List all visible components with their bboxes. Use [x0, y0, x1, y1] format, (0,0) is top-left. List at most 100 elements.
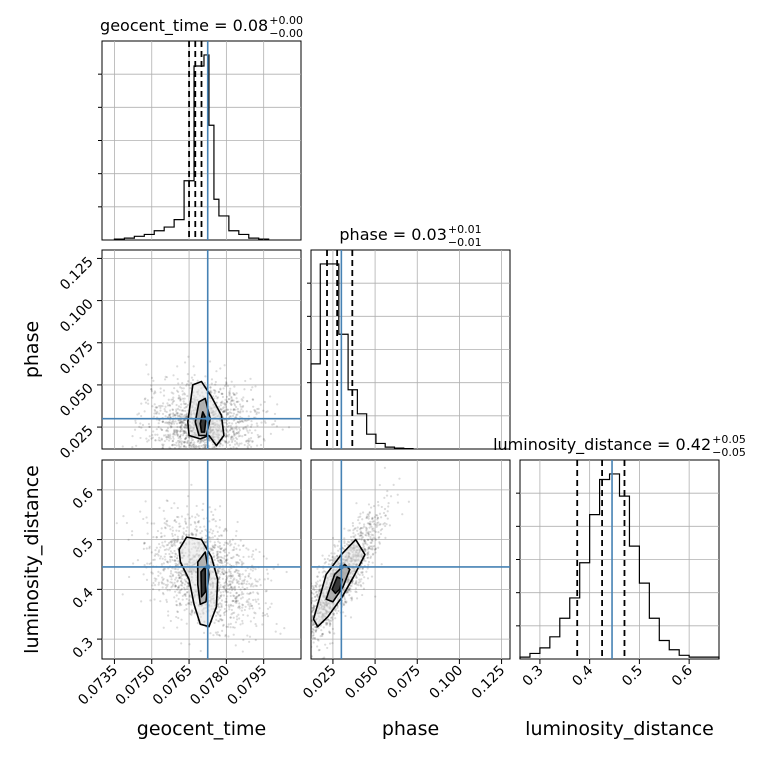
sample-point: [153, 584, 157, 587]
sample-point: [176, 429, 180, 433]
sample-point: [174, 559, 177, 562]
sample-point: [191, 601, 194, 604]
sample-point: [163, 567, 167, 570]
sample-point: [238, 605, 241, 608]
sample-point: [366, 577, 370, 580]
sample-point: [182, 415, 185, 418]
sample-point: [170, 555, 174, 559]
sample-point: [163, 534, 166, 537]
sample-point: [384, 514, 387, 517]
sample-point: [154, 439, 157, 442]
sample-point: [186, 585, 189, 588]
sample-point: [367, 532, 370, 536]
sample-point: [366, 543, 369, 546]
sample-point: [204, 375, 207, 378]
sample-point: [176, 415, 180, 418]
sample-point: [165, 598, 168, 601]
sample-point: [214, 380, 217, 384]
sample-point: [202, 440, 205, 443]
sample-point: [217, 613, 220, 616]
sample-point: [212, 395, 215, 398]
sample-point: [239, 420, 242, 423]
sample-point: [361, 571, 364, 574]
sample-point: [367, 560, 371, 564]
sample-point: [259, 435, 262, 438]
sample-point: [187, 383, 191, 387]
sample-point: [211, 549, 215, 552]
truth-point: [205, 416, 211, 422]
sample-point: [311, 600, 312, 603]
sample-point: [225, 575, 228, 578]
sample-point: [224, 635, 227, 638]
sample-point: [311, 618, 313, 622]
sample-point: [166, 404, 170, 407]
sample-point: [312, 631, 315, 635]
sample-point: [164, 552, 167, 556]
sample-point: [250, 555, 253, 558]
sample-point: [180, 440, 183, 443]
sample-point: [243, 608, 246, 612]
sample-point: [147, 402, 150, 405]
sample-point: [353, 527, 356, 530]
sample-point: [174, 578, 177, 581]
x-axis-label: geocent_time: [137, 718, 266, 740]
sample-point: [257, 602, 260, 606]
sample-point: [166, 430, 170, 433]
sample-point: [237, 430, 240, 434]
sample-point: [176, 407, 180, 411]
sample-point: [385, 522, 388, 526]
sample-point: [365, 529, 368, 532]
sample-point: [224, 580, 228, 583]
sample-point: [238, 420, 242, 423]
sample-point: [159, 535, 163, 539]
sample-point: [241, 586, 244, 589]
x-tick-label: 0.025: [300, 663, 340, 703]
sample-point: [175, 600, 178, 603]
sample-point: [308, 617, 310, 619]
sample-point: [366, 513, 369, 516]
sample-point: [225, 601, 228, 604]
sample-point: [228, 580, 231, 583]
sample-point: [178, 576, 181, 579]
sample-point: [229, 622, 232, 625]
sample-point: [334, 545, 337, 548]
sample-point: [213, 392, 216, 395]
sample-point: [224, 408, 227, 411]
sample-point: [231, 436, 234, 439]
sample-point: [161, 582, 164, 585]
sample-point: [152, 581, 155, 585]
sample-point: [222, 450, 224, 452]
sample-point: [176, 554, 179, 557]
x-tick-label: 0.100: [427, 663, 467, 703]
sample-point: [171, 408, 175, 411]
sample-point: [314, 637, 317, 640]
sample-point: [184, 405, 188, 409]
sample-point: [217, 588, 221, 591]
sample-point: [166, 524, 169, 527]
sample-point: [263, 420, 266, 423]
sample-point: [336, 606, 339, 609]
title-text: phase = 0.03: [339, 225, 446, 244]
sample-point: [343, 541, 346, 545]
contour-level-3: [200, 566, 207, 598]
sample-point: [177, 529, 181, 533]
sample-point: [361, 518, 364, 521]
sample-point: [311, 598, 313, 601]
sample-point: [223, 569, 226, 572]
sample-point: [184, 445, 188, 449]
sample-point: [194, 522, 197, 525]
sample-point: [304, 605, 306, 607]
sample-point: [332, 612, 335, 615]
sample-point: [170, 586, 173, 589]
sample-point: [312, 628, 315, 631]
sample-point: [367, 563, 370, 566]
sample-point: [156, 552, 159, 556]
sample-point: [171, 534, 174, 538]
sample-point: [210, 391, 213, 394]
sample-point: [368, 511, 371, 515]
sample-point: [181, 582, 184, 585]
sample-point: [168, 423, 171, 426]
sample-point: [363, 547, 366, 551]
sample-point: [169, 555, 172, 558]
